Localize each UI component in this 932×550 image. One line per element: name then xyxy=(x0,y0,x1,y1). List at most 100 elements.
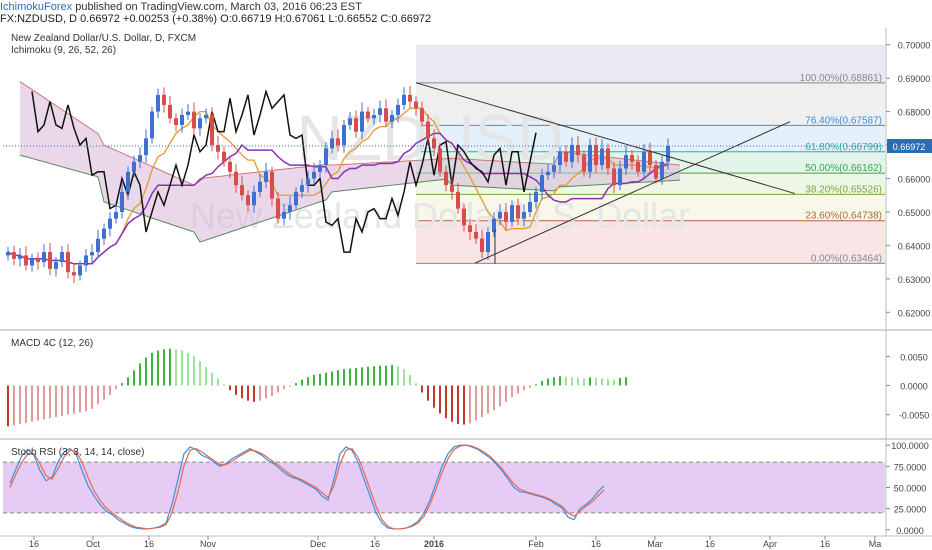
price-pane-title: New Zealand Dollar/U.S. Dollar, D, FXCM xyxy=(11,33,196,44)
candle-body xyxy=(648,151,652,166)
candle-body xyxy=(660,161,664,179)
fib-zone xyxy=(416,82,885,126)
time-axis-label: Nov xyxy=(200,539,217,549)
price-pane: 100.00%(0.68861) 76.40%(0.67587) 61.80%(0.… xyxy=(3,33,932,318)
candle-body xyxy=(462,208,466,226)
publish-line: IchimokuForex published on TradingView.c… xyxy=(0,1,362,13)
candle-body xyxy=(66,252,70,273)
candle-body xyxy=(30,258,34,266)
time-axis-label: 16 xyxy=(591,539,601,549)
time-axis-label: 16 xyxy=(29,539,39,549)
time-axis-label: 16 xyxy=(705,539,715,549)
time-axis-label: Mar xyxy=(647,539,663,549)
candle-body xyxy=(96,238,100,253)
candle-body xyxy=(642,151,646,172)
candle-body xyxy=(330,138,334,149)
candle-body xyxy=(234,171,238,186)
candle-body xyxy=(216,145,220,152)
candle-body xyxy=(588,145,592,172)
candle-body xyxy=(162,94,166,105)
candle-body xyxy=(480,238,484,253)
candle-body xyxy=(636,161,640,172)
candle-body xyxy=(528,201,532,212)
candle-body xyxy=(468,225,472,233)
candle-body xyxy=(414,101,418,109)
symbol-label[interactable]: FX:NZDUSD, D xyxy=(0,13,77,25)
time-axis-label: Apr xyxy=(763,539,777,549)
last-price-value: 0.66972 xyxy=(80,13,120,25)
price-axis-label: 0.66000 xyxy=(898,175,931,185)
time-axis-label: Dec xyxy=(310,539,327,549)
candle-body xyxy=(426,121,430,139)
candle-body xyxy=(420,108,424,122)
fib-level-label: 38.20%(0.65526) xyxy=(805,184,882,195)
candle-body xyxy=(492,218,496,233)
candle-body xyxy=(576,145,580,156)
candle-body xyxy=(366,111,370,119)
time-axis-label: Feb xyxy=(528,539,544,549)
candle-body xyxy=(342,124,346,146)
candle-body xyxy=(12,252,16,259)
candle-body xyxy=(120,191,124,212)
high-value: H:0.67061 xyxy=(274,13,326,25)
candle-body xyxy=(204,114,208,119)
candle-body xyxy=(138,155,142,162)
symbol-line: FX:NZDUSD, D 0.66972 +0.00253 (+0.38%) O… xyxy=(0,13,431,25)
stoch-axis-label: 100.0000 xyxy=(891,441,929,451)
macd-pane: 0.0050 0.0000 -0.0050 MACD 4C (12, 26) xyxy=(7,338,929,427)
candle-body xyxy=(42,252,46,263)
price-axis-label: 0.63000 xyxy=(898,275,931,285)
candle-body xyxy=(408,94,412,102)
candle-body xyxy=(534,191,538,202)
price-axis-label: 0.68000 xyxy=(898,108,931,118)
stoch-d-line xyxy=(9,444,605,530)
candle-body xyxy=(582,155,586,172)
candle-body xyxy=(474,232,478,239)
candle-body xyxy=(60,252,64,263)
candle-body xyxy=(594,145,598,166)
candle-body xyxy=(438,148,442,172)
fib-level-label: 50.00%(0.66162) xyxy=(805,163,882,174)
stoch-band xyxy=(3,462,885,513)
candle-body xyxy=(570,145,574,162)
candle-body xyxy=(324,148,328,166)
candle-body xyxy=(510,205,514,222)
candle-body xyxy=(54,262,58,269)
fib-level-label: 0.00%(0.63464) xyxy=(811,253,882,264)
candle-body xyxy=(516,205,520,219)
candle-body xyxy=(294,191,298,206)
candle-body xyxy=(240,185,244,196)
candle-body xyxy=(222,151,226,162)
stoch-axis-label: 75.0000 xyxy=(894,462,927,472)
publisher-link[interactable]: IchimokuForex xyxy=(0,1,73,13)
candle-body xyxy=(498,211,502,219)
candle-body xyxy=(630,155,634,162)
candle-body xyxy=(306,178,310,186)
candle-body xyxy=(624,155,628,169)
candle-body xyxy=(168,104,172,119)
candle-body xyxy=(18,255,22,259)
time-axis-label: 16 xyxy=(370,539,380,549)
candle-body xyxy=(258,181,262,192)
candle-body xyxy=(228,161,232,172)
change-value: +0.00253 (+0.38%) xyxy=(122,13,218,25)
open-value: O:0.66719 xyxy=(220,13,272,25)
candle-body xyxy=(102,228,106,239)
stoch-k-line xyxy=(9,444,605,530)
close-value: C:0.66972 xyxy=(380,13,432,25)
candle-body xyxy=(654,165,658,179)
price-axis-label: 0.69000 xyxy=(898,74,931,84)
candle-body xyxy=(300,185,304,192)
candle-body xyxy=(78,265,82,276)
candle-body xyxy=(564,151,568,162)
fib-level-label: 100.00%(0.68861) xyxy=(800,73,882,84)
candle-body xyxy=(504,211,508,222)
candle-body xyxy=(666,146,670,162)
candle-body xyxy=(156,94,160,112)
candle-body xyxy=(84,255,88,266)
candle-body xyxy=(318,165,322,172)
candle-body xyxy=(540,175,544,192)
candle-body xyxy=(312,171,316,179)
